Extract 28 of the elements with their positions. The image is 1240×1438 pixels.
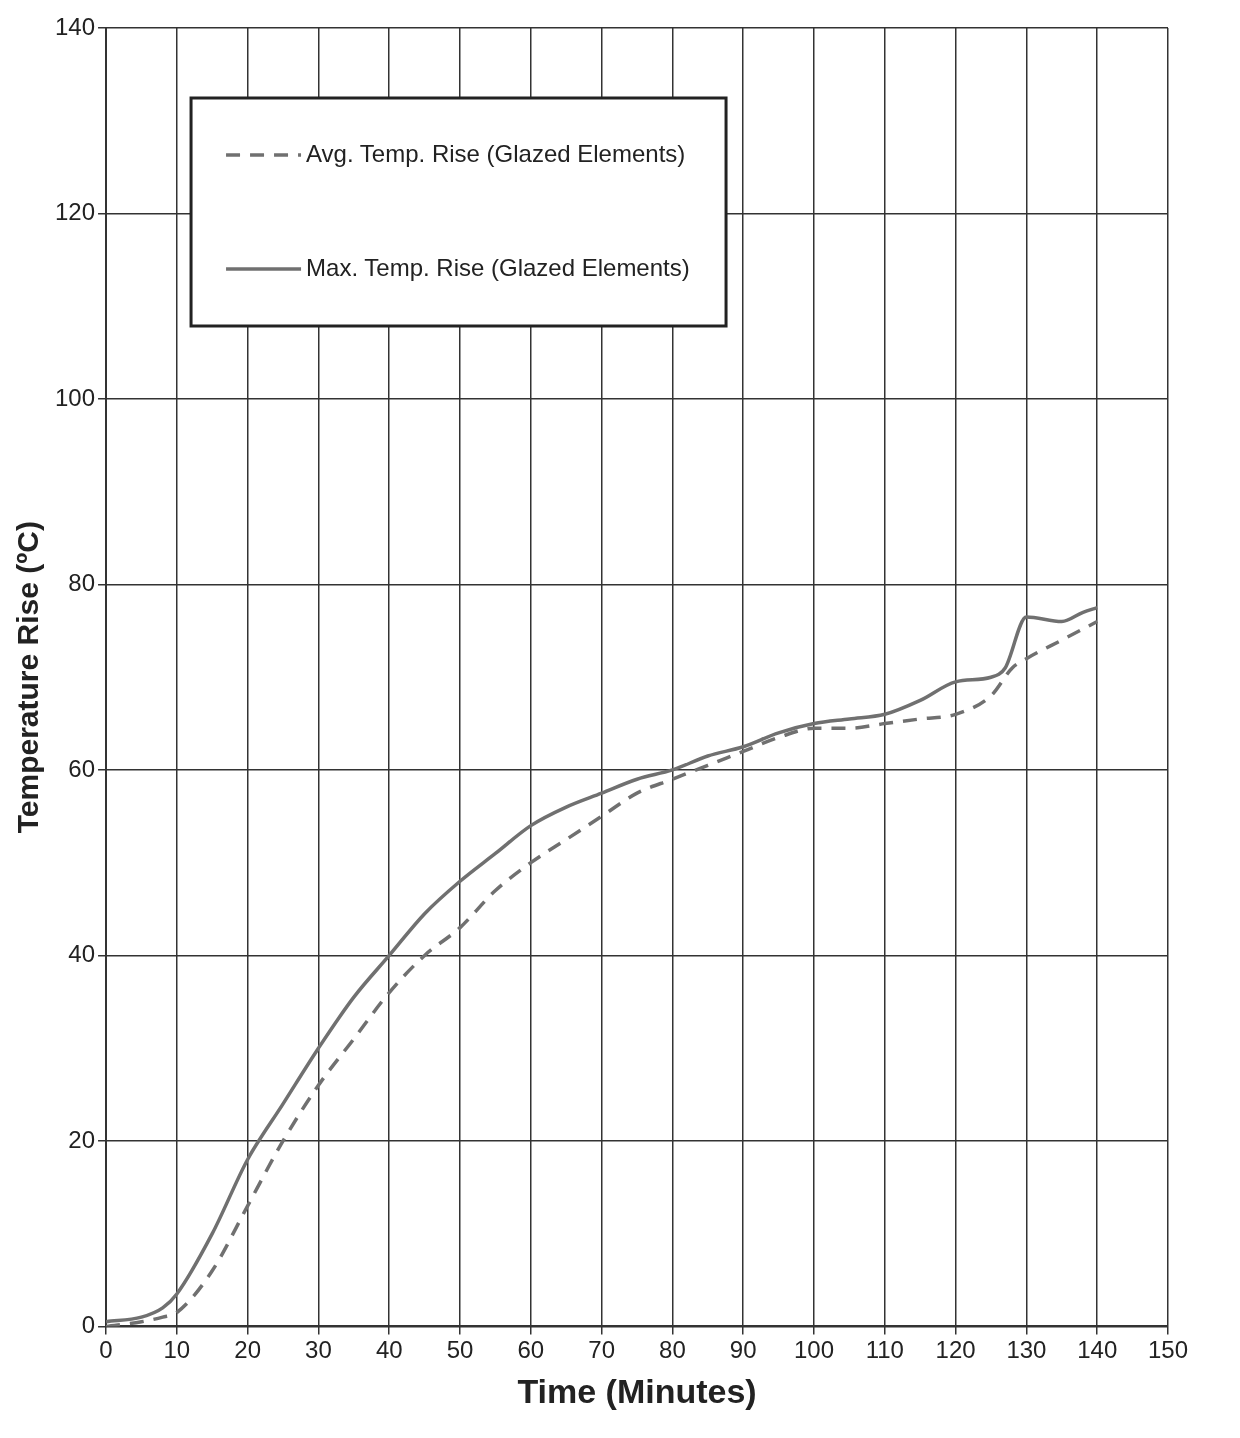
x-tick-label: 60 [517, 1336, 545, 1364]
y-tick-label: 100 [55, 383, 96, 411]
x-tick-label: 10 [163, 1336, 191, 1364]
y-tick-label: 120 [55, 198, 96, 226]
y-tick-label: 0 [81, 1311, 96, 1339]
x-tick-label: 50 [446, 1336, 474, 1364]
x-tick-label: 110 [865, 1336, 904, 1364]
x-axis-title: Time (Minutes) [517, 1371, 757, 1410]
y-tick-label: 80 [68, 569, 96, 597]
x-tick-label: 120 [935, 1336, 976, 1364]
y-tick-label: 60 [68, 754, 96, 782]
x-tick-label: 30 [305, 1336, 332, 1364]
y-tick-label: 140 [55, 12, 96, 40]
x-tick-label: 90 [729, 1336, 757, 1364]
y-axis-title: Temperature Rise (ºC) [11, 521, 45, 834]
legend-label: Avg. Temp. Rise (Glazed Elements) [306, 139, 686, 167]
x-tick-label: 130 [1006, 1336, 1047, 1364]
x-tick-label: 150 [1147, 1336, 1189, 1364]
x-tick-label: 80 [659, 1336, 686, 1364]
x-tick-label: 70 [588, 1336, 615, 1364]
y-tick-label: 20 [68, 1125, 96, 1153]
x-tick-label: 20 [234, 1336, 261, 1364]
x-tick-label: 0 [99, 1336, 113, 1364]
x-tick-label: 100 [793, 1336, 835, 1364]
x-tick-label: 40 [375, 1336, 403, 1364]
legend-label: Max. Temp. Rise (Glazed Elements) [306, 253, 690, 281]
y-tick-label: 40 [68, 940, 96, 968]
x-tick-label: 140 [1077, 1336, 1118, 1364]
